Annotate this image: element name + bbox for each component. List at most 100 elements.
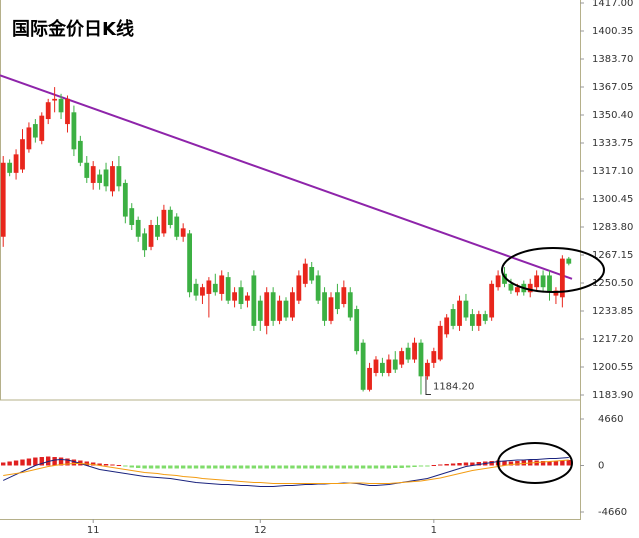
candle-body (508, 283, 514, 291)
macd-bar (20, 459, 25, 466)
macd-bar (161, 465, 167, 469)
candle-body (527, 283, 533, 293)
macd-bar (148, 465, 154, 469)
macd-bar (315, 465, 321, 469)
y-tick-label: 1233.85 (592, 306, 633, 317)
macd-bar (245, 465, 250, 469)
candle-body (547, 275, 552, 293)
macd-bar (431, 465, 437, 467)
candle-body (110, 166, 115, 192)
candle-body (386, 359, 392, 373)
candle-body (482, 314, 488, 321)
macd-bar (502, 461, 507, 466)
candle-body (238, 287, 244, 305)
candle-body (341, 287, 347, 305)
candle-body (71, 112, 77, 150)
candle-body (212, 283, 218, 293)
macd-bar (277, 465, 282, 469)
highlight-ellipse (497, 442, 573, 484)
y-tick-label: -4660 (598, 507, 627, 518)
candle-body (540, 275, 546, 288)
macd-bar (470, 462, 475, 466)
highlight-ellipse (501, 247, 605, 293)
y-tick-label: 1267.15 (592, 250, 633, 261)
candle-body (412, 342, 417, 360)
macd-bar (270, 465, 276, 469)
y-tick-label: 1417.00 (592, 0, 633, 9)
annotation-pointer (425, 376, 431, 395)
candle-body (167, 209, 173, 225)
candle-body (65, 98, 70, 125)
macd-bar (168, 465, 173, 469)
macd-bar (560, 460, 565, 466)
candle-body (302, 263, 308, 284)
macd-bar (39, 457, 44, 466)
macd-bar (135, 465, 141, 468)
macd-bar (444, 464, 449, 466)
macd-line (3, 457, 569, 487)
candle-body (129, 208, 135, 225)
candle-body (32, 124, 38, 138)
candle-body (39, 115, 45, 141)
candle-body (142, 233, 148, 251)
candle-body (553, 290, 559, 296)
candle-body (52, 98, 58, 101)
macd-bar (97, 463, 102, 466)
candle-body (290, 292, 295, 318)
candle-body (251, 275, 257, 326)
y-tick-label: 4660 (598, 414, 623, 425)
candle-body (502, 273, 507, 284)
candle-body (0, 162, 6, 237)
macd-bar (283, 465, 289, 469)
candle-body (155, 224, 160, 237)
macd-bar (489, 461, 494, 466)
candle-body (270, 292, 276, 321)
candle-body (277, 300, 282, 321)
macd-bar (65, 458, 70, 466)
macd-bar (213, 465, 218, 469)
macd-bar (515, 461, 520, 466)
macd-bar (264, 465, 269, 469)
macd-bar (180, 465, 186, 469)
candle-body (122, 182, 128, 217)
candle-body (450, 309, 456, 326)
macd-bar (58, 457, 64, 466)
macd-bar (476, 462, 482, 466)
candle-body (380, 362, 385, 373)
candle-body (405, 347, 411, 360)
macd-bar (33, 457, 38, 466)
candle-body (469, 314, 475, 326)
candle-body (193, 283, 199, 296)
macd-bar (354, 465, 359, 469)
candle-body (367, 367, 372, 390)
chart-title: 国际金价日K线 (12, 18, 134, 40)
candle-body (392, 359, 398, 370)
y-tick-label: 1250.50 (592, 278, 633, 289)
x-tick-label: 11 (87, 525, 100, 536)
macd-bar (155, 465, 160, 469)
candle-body (495, 275, 501, 288)
macd-bar (7, 461, 12, 466)
y-tick-label: 1350.40 (592, 110, 633, 121)
y-tick-label: 1283.80 (592, 222, 633, 233)
macd-bar (26, 458, 32, 466)
candle-body (116, 166, 122, 187)
y-tick-label: 0 (598, 461, 604, 472)
candle-body (187, 233, 192, 293)
candle-body (437, 325, 443, 360)
candle-body (174, 216, 180, 237)
candle-body (347, 292, 353, 318)
macd-line (3, 459, 569, 484)
y-tick-label: 1367.05 (592, 82, 633, 93)
low-annotation: 1184.20 (433, 381, 474, 392)
candle-body (514, 287, 520, 293)
macd-bar (508, 461, 514, 466)
macd-bar (335, 465, 340, 469)
candle-body (84, 162, 90, 178)
candle-body (58, 98, 64, 113)
macd-bar (219, 465, 224, 469)
macd-bar (553, 461, 559, 466)
candle-body (335, 292, 340, 310)
macd-bar (303, 465, 308, 469)
macd-bar (193, 465, 199, 469)
